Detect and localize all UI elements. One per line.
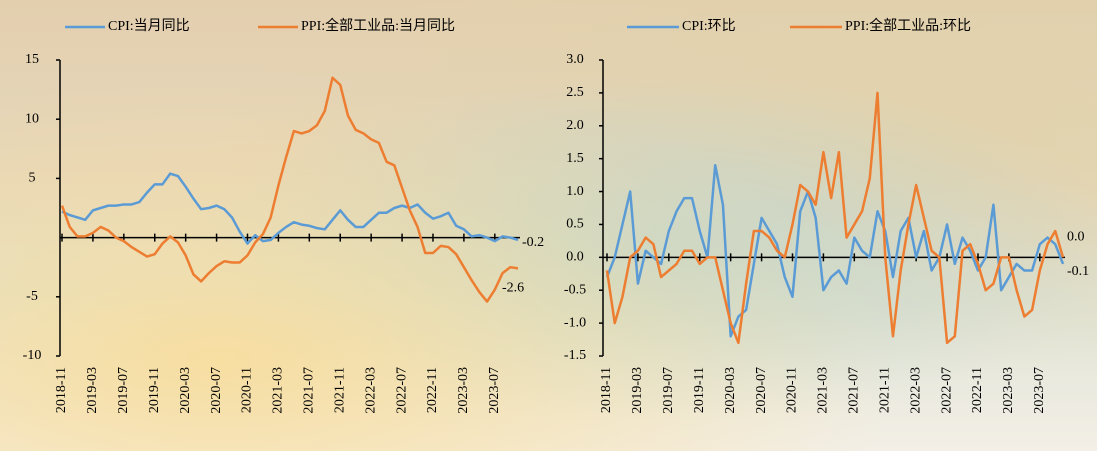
value-label: 0.0 [1067, 230, 1085, 245]
page: -10 -5 5 10 15 2018-11 2019-03 2019-07 2019-11 20… [0, 0, 1097, 451]
x-tick-label: 2023-07 [487, 367, 502, 414]
y-tick-label: 10 [25, 111, 39, 126]
x-tick-label: 2021-07 [847, 367, 862, 414]
y-tick-label: 3.0 [566, 52, 584, 67]
chart: -10 -5 5 10 15 2018-11 2019-03 2019-07 2019-11 20… [0, 0, 1097, 451]
y-tick-label: 0.5 [566, 217, 584, 232]
x-tick-label: 2020-11 [240, 367, 255, 413]
x-tick-label: 2021-03 [816, 367, 831, 414]
y-tick-label: 2.5 [566, 85, 584, 100]
x-tick-label: 2021-11 [877, 367, 892, 413]
y-tick-label: 15 [25, 52, 39, 67]
y-tick-label: 0.0 [566, 250, 584, 265]
x-tick-label: 2018-11 [54, 367, 69, 413]
x-tick-label: 2022-03 [908, 367, 923, 414]
y-tick-label: 1.5 [566, 151, 584, 166]
x-tick-label: 2022-07 [939, 367, 954, 414]
x-tick-label: 2020-07 [754, 367, 769, 414]
legend-label: PPI:全部工业品:环比 [845, 17, 971, 34]
value-label: -0.2 [522, 235, 544, 250]
x-tick-label: 2020-03 [723, 367, 738, 414]
legend-label: PPI:全部工业品:当月同比 [301, 17, 455, 34]
y-tick-label: -10 [23, 348, 42, 363]
x-tick-label: 2020-03 [178, 367, 193, 414]
y-tick-label: -1.5 [564, 348, 586, 363]
y-tick-label: -0.5 [564, 282, 586, 297]
x-tick-label: 2020-07 [209, 367, 224, 414]
value-label: -0.1 [1067, 264, 1089, 279]
y-tick-label: 2.0 [566, 118, 584, 133]
x-tick-label: 2019-03 [85, 367, 100, 414]
x-tick-label: 2019-03 [630, 367, 645, 414]
y-tick-label: -1.0 [564, 315, 586, 330]
x-tick-label: 2022-11 [425, 367, 440, 413]
line-series [607, 165, 1063, 336]
x-tick-label: 2019-11 [147, 367, 162, 413]
x-tick-label: 2019-07 [116, 367, 131, 414]
x-tick-label: 2022-03 [363, 367, 378, 414]
x-tick-label: 2019-07 [661, 367, 676, 414]
x-tick-label: 2018-11 [599, 367, 614, 413]
y-tick-label: 5 [29, 171, 36, 186]
line-series [62, 174, 518, 244]
y-tick-label: -5 [26, 289, 38, 304]
x-tick-label: 2021-07 [302, 367, 317, 414]
legend-label: CPI:当月同比 [108, 18, 190, 34]
x-tick-label: 2023-03 [1001, 367, 1016, 414]
x-tick-label: 2019-11 [692, 367, 707, 413]
line-series [62, 78, 518, 302]
legend-label: CPI:环比 [682, 18, 736, 34]
y-tick-label: 1.0 [566, 184, 584, 199]
x-tick-label: 2021-11 [332, 367, 347, 413]
x-tick-label: 2020-11 [785, 367, 800, 413]
x-tick-label: 2021-03 [271, 367, 286, 414]
value-label: -2.6 [502, 281, 524, 296]
x-tick-label: 2023-07 [1032, 367, 1047, 414]
x-tick-label: 2022-07 [394, 367, 409, 414]
x-tick-label: 2023-03 [456, 367, 471, 414]
x-tick-label: 2022-11 [970, 367, 985, 413]
